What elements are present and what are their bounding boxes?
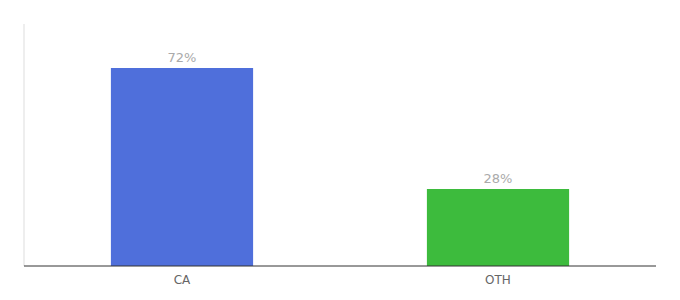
bar <box>427 189 569 266</box>
chart: CA OTH 72% 28% <box>0 0 680 300</box>
x-axis-line <box>24 266 656 267</box>
bars <box>111 68 569 266</box>
x-tick-label: CA <box>174 273 191 287</box>
x-tick-label: OTH <box>485 273 511 287</box>
data-label: 28% <box>484 171 513 186</box>
data-label: 72% <box>168 50 197 65</box>
y-axis-line <box>24 24 25 266</box>
chart-container: CA OTH 72% 28% <box>0 0 680 300</box>
bar <box>111 68 253 266</box>
